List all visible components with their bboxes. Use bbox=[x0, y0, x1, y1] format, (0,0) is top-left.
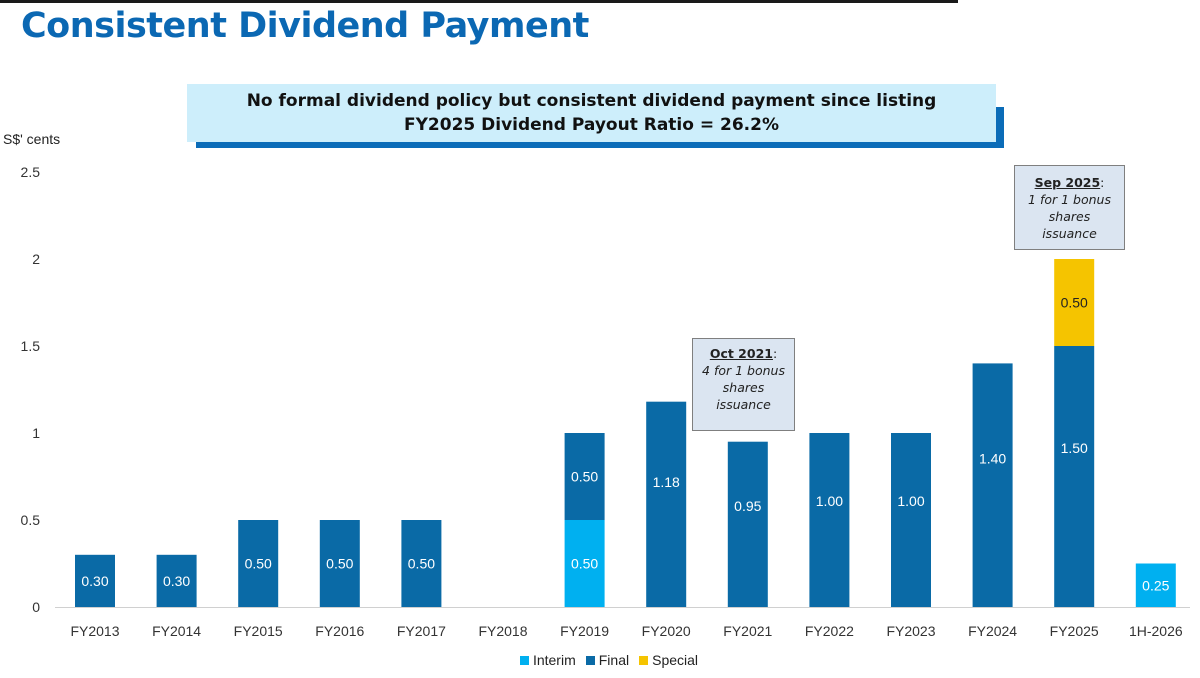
callout-body-line: issuance bbox=[716, 397, 771, 412]
x-tick-label: FY2024 bbox=[968, 623, 1017, 639]
data-label: 0.25 bbox=[1142, 577, 1169, 593]
page-title: Consistent Dividend Payment bbox=[21, 6, 589, 46]
dividend-policy-banner: No formal dividend policy but consistent… bbox=[187, 84, 996, 142]
bar-interim bbox=[1135, 563, 1176, 607]
bar-final bbox=[238, 520, 279, 607]
x-tick-label: FY2025 bbox=[1050, 623, 1099, 639]
callout-sep-2025: Sep 2025: 1 for 1 bonus shares issuance bbox=[1014, 165, 1125, 250]
x-tick-label: FY2013 bbox=[70, 623, 119, 639]
callout-body-line: issuance bbox=[1042, 226, 1097, 241]
bar-final bbox=[809, 433, 850, 607]
data-label: 0.50 bbox=[571, 556, 598, 572]
callout-heading: Sep 2025 bbox=[1034, 175, 1101, 190]
x-tick-label: FY2023 bbox=[886, 623, 935, 639]
bar-final bbox=[75, 554, 115, 607]
data-label: 0.30 bbox=[81, 573, 108, 589]
data-label: 0.95 bbox=[734, 498, 761, 514]
y-tick-label: 1.5 bbox=[21, 338, 41, 354]
bar-final bbox=[727, 441, 768, 607]
y-tick-label: 0 bbox=[32, 599, 40, 615]
data-label: 1.40 bbox=[979, 450, 1006, 466]
y-axis-unit-label: S$' cents bbox=[3, 131, 61, 147]
bar-final bbox=[891, 433, 931, 607]
y-tick-label: 1 bbox=[32, 425, 40, 441]
data-label: 0.50 bbox=[1061, 295, 1088, 311]
y-tick-label: 2.5 bbox=[21, 164, 41, 180]
bar-final bbox=[401, 520, 442, 607]
legend-label: Final bbox=[598, 652, 630, 668]
legend-swatch-final bbox=[585, 655, 595, 665]
x-tick-label: FY2022 bbox=[805, 623, 854, 639]
bar-final bbox=[972, 363, 1013, 607]
legend-item-special: Special bbox=[639, 652, 698, 668]
callout-body-line: shares bbox=[722, 380, 765, 395]
bar-special bbox=[1054, 259, 1095, 346]
legend-swatch-special bbox=[639, 655, 649, 665]
bar-final bbox=[1054, 346, 1095, 607]
x-tick-label: FY2014 bbox=[152, 623, 201, 639]
top-rule bbox=[0, 0, 958, 3]
x-tick-label: FY2017 bbox=[397, 623, 446, 639]
x-tick-label: 1H-2026 bbox=[1129, 623, 1183, 639]
data-label: 0.50 bbox=[326, 556, 353, 572]
banner-line-2: FY2025 Dividend Payout Ratio = 26.2% bbox=[403, 115, 779, 135]
banner-line-1: No formal dividend policy but consistent… bbox=[246, 91, 937, 111]
x-tick-label: FY2019 bbox=[560, 623, 609, 639]
legend-label: Special bbox=[652, 652, 699, 668]
chart-legend: Interim Final Special bbox=[0, 652, 1200, 668]
legend-item-interim: Interim bbox=[519, 652, 576, 668]
data-label: 1.00 bbox=[897, 493, 924, 509]
bar-final bbox=[156, 554, 197, 607]
callout-body-line: 1 for 1 bonus bbox=[1028, 192, 1111, 207]
bar-final bbox=[646, 401, 687, 607]
data-label: 1.50 bbox=[1061, 440, 1088, 456]
bar-final bbox=[319, 520, 360, 607]
data-label: 1.00 bbox=[816, 493, 843, 509]
x-tick-label: FY2021 bbox=[723, 623, 772, 639]
y-tick-label: 0.5 bbox=[21, 512, 41, 528]
callout-body-line: 4 for 1 bonus bbox=[702, 363, 785, 378]
legend-item-final: Final bbox=[585, 652, 630, 668]
x-tick-label: FY2018 bbox=[478, 623, 527, 639]
x-tick-label: FY2020 bbox=[642, 623, 691, 639]
bar-interim bbox=[564, 520, 605, 607]
callout-body-line: shares bbox=[1048, 209, 1091, 224]
callout-heading: Oct 2021 bbox=[709, 346, 773, 361]
data-label: 0.50 bbox=[408, 556, 435, 572]
callout-oct-2021: Oct 2021: 4 for 1 bonus shares issuance bbox=[692, 338, 795, 431]
legend-label: Interim bbox=[532, 652, 576, 668]
bar-final bbox=[564, 433, 605, 520]
dividend-bar-chart: 0 0.5 1 1.5 2 2.5 0.30 FY2013 0.30 FY2014 0.50 FY20… bbox=[21, 164, 1190, 639]
x-tick-label: FY2015 bbox=[234, 623, 283, 639]
data-label: 0.50 bbox=[571, 469, 598, 485]
x-tick-label: FY2016 bbox=[315, 623, 364, 639]
data-label: 1.18 bbox=[653, 474, 680, 490]
data-label: 0.50 bbox=[245, 556, 272, 572]
y-tick-label: 2 bbox=[32, 251, 40, 267]
data-label: 0.30 bbox=[163, 573, 190, 589]
legend-swatch-interim bbox=[519, 655, 529, 665]
